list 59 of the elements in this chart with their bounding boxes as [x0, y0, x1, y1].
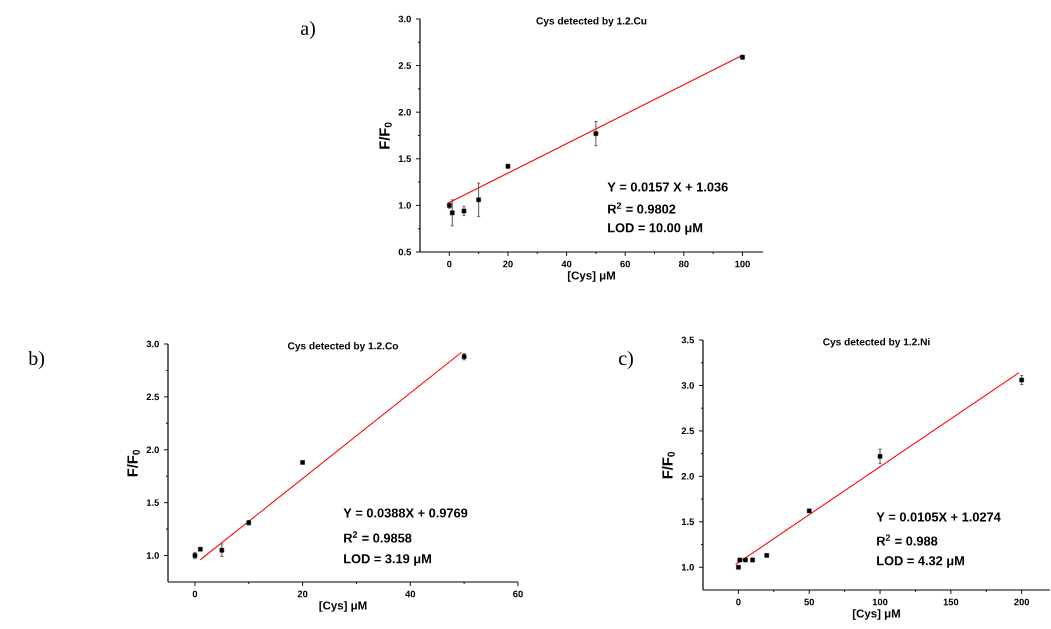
chart-title: Cys detected by 1.2.Cu — [536, 17, 647, 27]
x-tick-label: 200 — [1014, 598, 1030, 606]
annotation: R$^{2}$ = 0.9802 — [608, 202, 676, 214]
x-tick-label: 20 — [503, 260, 513, 268]
point — [877, 454, 883, 459]
y-tick-label: 2.0 — [398, 108, 411, 116]
point — [219, 547, 225, 553]
y-tick-label: 1.0 — [146, 552, 159, 559]
x-tick-label: 0 — [447, 260, 452, 268]
y-tick-label: 3.0 — [681, 382, 694, 389]
x-tick-label: 0 — [736, 598, 741, 606]
y-axis-title: F/F$_{0}$ — [378, 122, 392, 149]
y-tick-label: 2.0 — [146, 446, 159, 454]
point — [476, 197, 481, 203]
x-axis-title: [Cys] μM — [567, 271, 615, 282]
x-tick-label: 100 — [872, 598, 888, 606]
y-tick-label: 1.5 — [681, 518, 695, 526]
y-tick-label: 2.5 — [146, 393, 160, 401]
y-tick-label: 1.5 — [146, 499, 160, 506]
x-tick-label: 40 — [561, 260, 572, 268]
x-tick-label: 60 — [513, 590, 523, 598]
x-tick-label: 20 — [297, 590, 308, 598]
y-axis-title: F/F$_{0}$ — [661, 451, 675, 479]
annotation: LOD = 4.32 μM — [877, 556, 964, 568]
y-tick-label: 3.0 — [398, 15, 411, 23]
annotation: Y = 0.0105X + 1.0274 — [876, 512, 1001, 522]
y-tick-label: 1.0 — [398, 202, 411, 209]
x-tick-label: 80 — [678, 260, 689, 268]
annotation: R$^{2}$ = 0.9858 — [344, 531, 412, 543]
y-tick-label: 3.0 — [146, 340, 159, 348]
y-tick-label: 1.0 — [681, 563, 694, 571]
x-tick-label: 50 — [804, 598, 815, 606]
x-tick-label: 150 — [943, 598, 959, 606]
y-tick-label: 2.5 — [398, 62, 412, 69]
x-axis-title: [Cys] μM — [319, 601, 367, 612]
annotation: Y = 0.0388X + 0.9769 — [343, 508, 468, 518]
text: c) — [619, 350, 633, 370]
text: a) — [300, 20, 315, 40]
x-tick-label: 40 — [405, 590, 416, 598]
point — [593, 131, 599, 136]
x-tick-label: 100 — [735, 260, 750, 268]
x-tick-label: 0 — [192, 590, 198, 598]
y-tick-label: 2.5 — [681, 427, 695, 435]
x-tick-label: 60 — [620, 260, 631, 268]
chart-title: Cys detected by 1.2.Ni — [823, 338, 930, 348]
x-axis-title: [Cys] μM — [852, 609, 900, 620]
point — [300, 460, 305, 465]
text: b) — [28, 350, 45, 370]
annotation: LOD = 3.19 μM — [344, 554, 431, 566]
annotation: R$^{2}$ = 0.988 — [877, 534, 938, 546]
y-tick-label: 2.0 — [681, 473, 694, 480]
annotation: LOD = 10.00 μM — [608, 223, 703, 235]
chart-title: Cys detected by 1.2.Co — [287, 342, 399, 352]
y-tick-label: 3.5 — [681, 336, 695, 344]
annotation: Y = 0.0157 X + 1.036 — [607, 182, 728, 192]
y-tick-label: 0.5 — [398, 248, 412, 256]
y-axis-title: F/F$_{0}$ — [126, 449, 140, 477]
point — [198, 546, 203, 552]
y-tick-label: 1.5 — [398, 155, 412, 163]
